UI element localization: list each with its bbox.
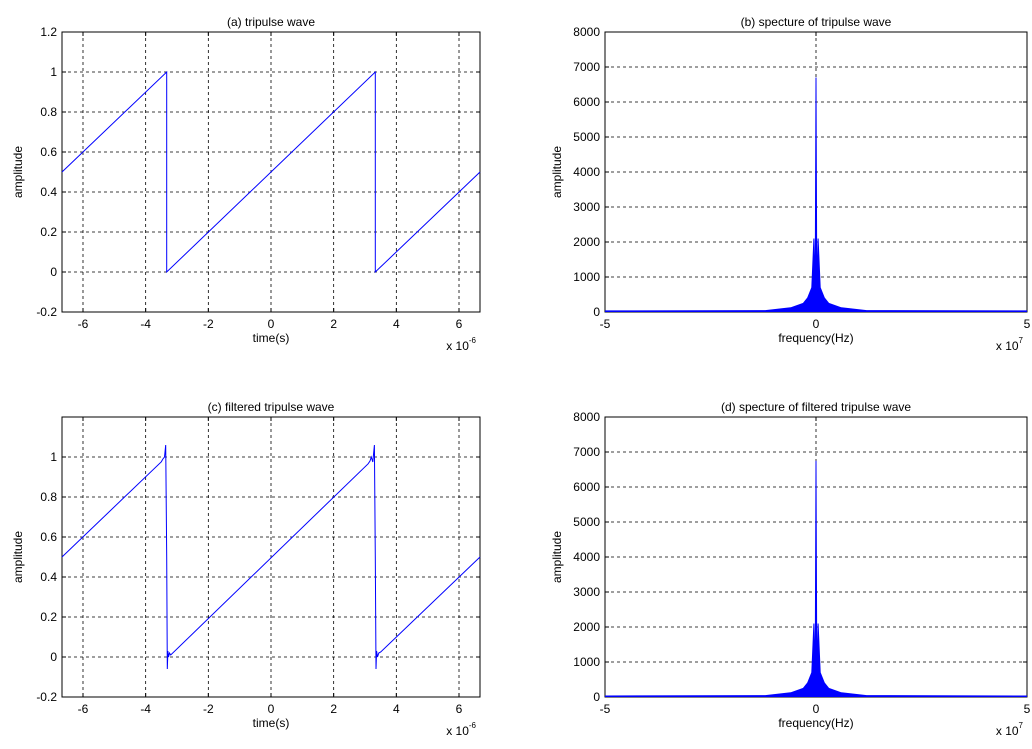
y-tick-label: 8000 [573,410,600,424]
y-tick-label: 0.4 [40,185,57,199]
y-tick-label: 6000 [573,95,600,109]
x-tick-label: 0 [813,702,820,716]
x-exponent-power: -6 [469,336,477,345]
y-tick-label: -0.2 [36,305,57,319]
x-exponent-power: 7 [1019,721,1024,730]
y-tick-label: 7000 [573,60,600,74]
y-tick-label: 8000 [573,25,600,39]
x-tick-label: 4 [393,317,400,331]
x-exponent-label: x 10-6 [446,336,476,353]
series-line [61,444,481,670]
y-tick-label: 1.2 [40,25,57,39]
x-tick-label: -2 [203,317,214,331]
x-tick-label: 5 [1024,702,1031,716]
chart-title: (b) specture of tripulse wave [741,15,892,29]
y-tick-label: -0.2 [36,690,57,704]
series-line [61,70,481,274]
chart-title: (c) filtered tripulse wave [208,400,335,414]
x-tick-label: -5 [600,702,611,716]
y-tick-label: 6000 [573,480,600,494]
x-exponent-base: x 10 [996,724,1019,738]
y-tick-label: 0 [50,650,57,664]
x-tick-label: -2 [203,702,214,716]
x-exponent-base: x 10 [996,339,1019,353]
x-tick-label: 6 [456,702,463,716]
y-axis-label: amplitude [550,146,564,198]
chart-panel-c: -6 -4 -2 0 2 4 6 -0.2 0 0.2 0.4 0.6 0.8 1 (c) filtered… [11,400,481,738]
x-tick-label: 0 [813,317,820,331]
y-tick-label: 3000 [573,200,600,214]
y-tick-label: 1000 [573,655,600,669]
y-axis-label: amplitude [550,531,564,583]
x-tick-label: 0 [268,317,275,331]
series-line [604,77,1028,312]
y-axis-label: amplitude [11,531,25,583]
x-tick-label: 6 [456,317,463,331]
x-axis-label: time(s) [253,331,290,345]
x-exponent-base: x 10 [446,339,469,353]
y-tick-label: 0 [593,305,600,319]
y-tick-label: 0.2 [40,225,57,239]
y-axis-label: amplitude [11,146,25,198]
chart-panel-a: -6 -4 -2 0 2 4 6 -0.2 0 0.2 0.4 0.6 0.8 1 1.2 (a) tripu… [11,15,481,353]
y-tick-label: 0.8 [40,490,57,504]
y-tick-label: 1000 [573,270,600,284]
x-exponent-label: x 107 [996,336,1024,353]
y-tick-label: 3000 [573,585,600,599]
x-exponent-label: x 107 [996,721,1024,738]
x-tick-label: 5 [1024,317,1031,331]
chart-panel-d: -5 0 5010002000300040005000600070008000(d)… [550,400,1031,738]
x-axis-label: time(s) [253,716,290,730]
x-exponent-base: x 10 [446,724,469,738]
x-tick-label: 2 [330,317,337,331]
x-tick-label: 2 [330,702,337,716]
x-tick-label: -6 [78,317,89,331]
y-tick-label: 7000 [573,445,600,459]
x-exponent-power: 7 [1019,336,1024,345]
y-tick-label: 1 [50,65,57,79]
y-tick-label: 0.4 [40,570,57,584]
y-tick-label: 0.6 [40,145,57,159]
y-tick-label: 2000 [573,620,600,634]
y-tick-label: 0.8 [40,105,57,119]
y-tick-label: 0 [50,265,57,279]
chart-title: (a) tripulse wave [227,15,315,29]
y-tick-label: 1 [50,450,57,464]
y-tick-label: 0 [593,690,600,704]
chart-title: (d) specture of filtered tripulse wave [721,400,911,414]
series-line [604,460,1028,697]
y-tick-label: 5000 [573,130,600,144]
y-tick-label: 2000 [573,235,600,249]
x-tick-label: -4 [140,317,151,331]
x-tick-label: -6 [78,702,89,716]
x-exponent-label: x 10-6 [446,721,476,738]
x-tick-label: 4 [393,702,400,716]
x-tick-label: -5 [600,317,611,331]
y-tick-label: 0.2 [40,610,57,624]
y-tick-label: 4000 [573,550,600,564]
x-exponent-power: -6 [469,721,477,730]
x-tick-label: 0 [268,702,275,716]
chart-panel-b: -5 0 5010002000300040005000600070008000(b)… [550,15,1031,353]
y-tick-label: 4000 [573,165,600,179]
x-tick-label: -4 [140,702,151,716]
y-tick-label: 5000 [573,515,600,529]
x-axis-label: frequency(Hz) [778,716,853,730]
y-tick-label: 0.6 [40,530,57,544]
x-axis-label: frequency(Hz) [778,331,853,345]
